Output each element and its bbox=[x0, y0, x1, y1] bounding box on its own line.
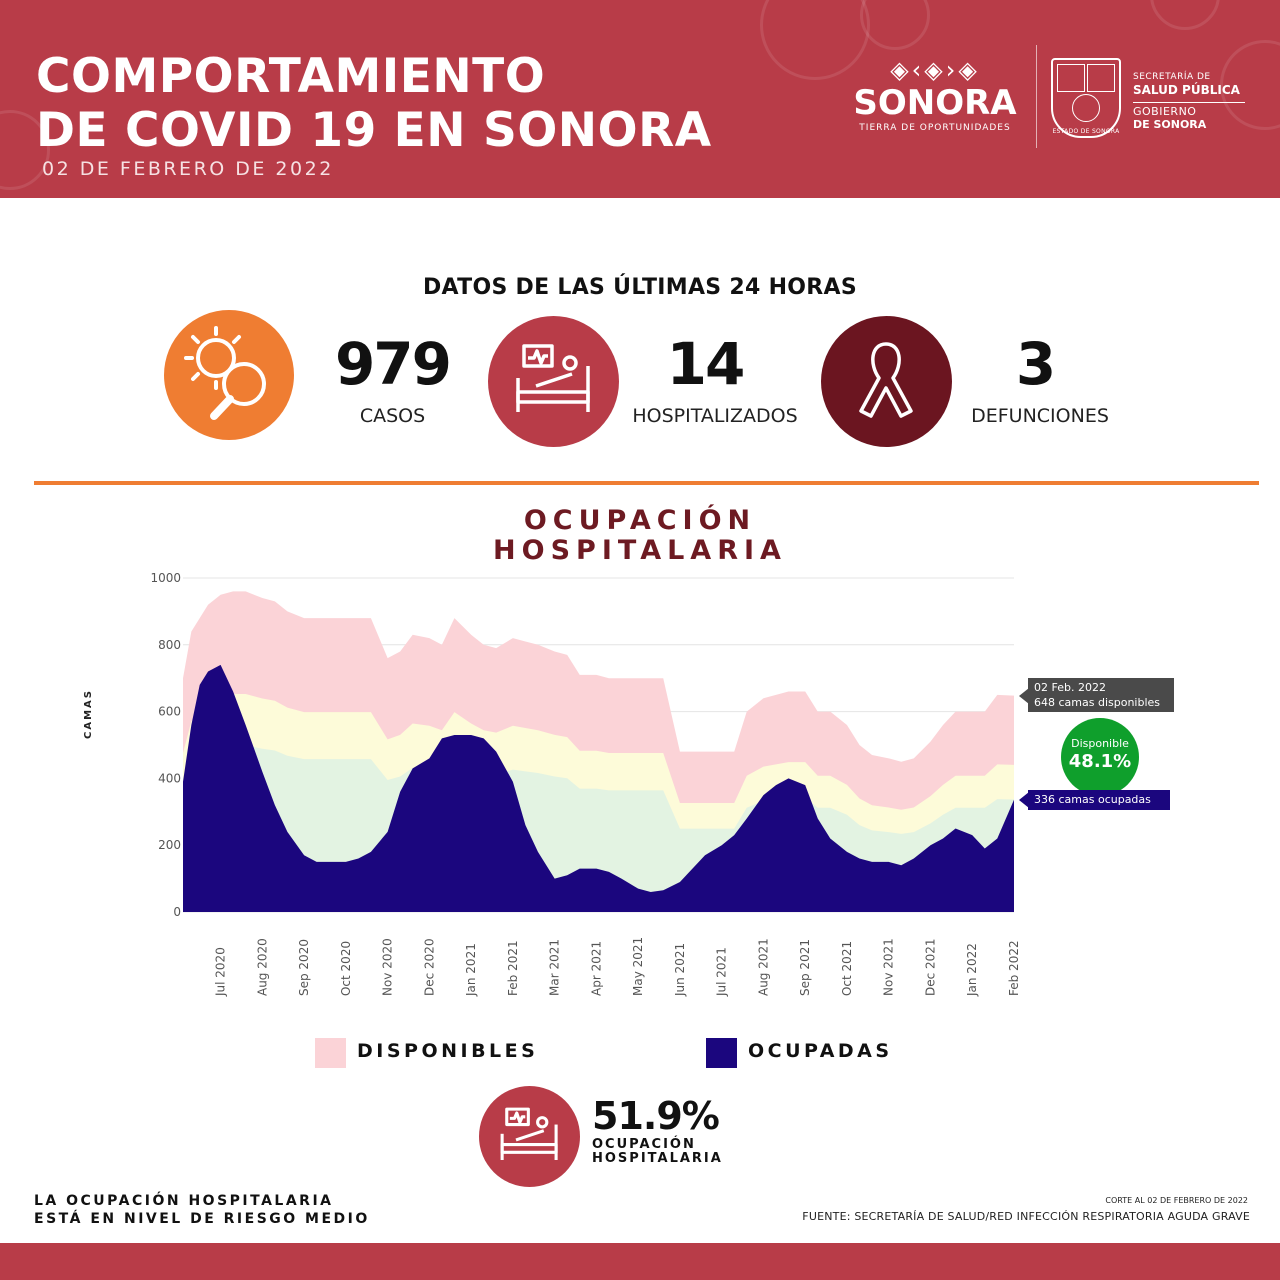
sonora-wordmark: SONORA bbox=[853, 83, 1017, 123]
source-note: FUENTE: SECRETARÍA DE SALUD/RED INFECCIÓ… bbox=[802, 1210, 1250, 1223]
disponible-badge: Disponible 48.1% bbox=[1061, 718, 1139, 796]
x-tick-label: Jan 2021 bbox=[464, 943, 478, 997]
cutoff-date: CORTE AL 02 DE FEBRERO DE 2022 bbox=[1105, 1196, 1248, 1205]
x-tick-label: Jun 2021 bbox=[673, 943, 687, 997]
deaths-label: DEFUNCIONES bbox=[971, 405, 1109, 427]
y-tick-label: 200 bbox=[158, 838, 181, 852]
x-tick-label: Jul 2020 bbox=[214, 947, 228, 997]
hospital-occupancy-chart: 0 200 400 600 800 1000 Jul 2020 Aug 2020 Sep 20… bbox=[150, 571, 1021, 997]
cases-label: CASOS bbox=[359, 405, 426, 427]
x-tick-label: Dec 2020 bbox=[422, 938, 436, 996]
section-divider bbox=[34, 481, 1259, 485]
y-tick-label: 800 bbox=[158, 638, 181, 652]
legend-label-ocupadas: OCUPADAS bbox=[748, 1040, 893, 1062]
page-title: COMPORTAMIENTO DE COVID 19 EN SONORA bbox=[36, 49, 712, 158]
tooltip-disponibles: 02 Feb. 2022 648 camas disponibles bbox=[1028, 678, 1174, 712]
y-axis-label: CAMAS bbox=[83, 689, 94, 739]
chart-title: OCUPACIÓN HOSPITALARIA bbox=[0, 506, 1280, 566]
tooltip-ocupadas: 336 camas ocupadas bbox=[1028, 790, 1170, 810]
ribbon-icon bbox=[859, 342, 913, 418]
cases-value: 979 bbox=[334, 330, 452, 398]
x-tick-label: Mar 2021 bbox=[548, 939, 562, 996]
deaths-circle bbox=[821, 316, 952, 447]
report-date: 02 DE FEBRERO DE 2022 bbox=[42, 158, 334, 180]
x-tick-label: Feb 2021 bbox=[506, 940, 520, 996]
sonora-tagline: TIERRA DE OPORTUNIDADES bbox=[859, 123, 1011, 133]
x-tick-label: Dec 2021 bbox=[923, 938, 937, 996]
header-banner: COMPORTAMIENTO DE COVID 19 EN SONORA 02 … bbox=[0, 0, 1280, 198]
occupancy-label: OCUPACIÓN HOSPITALARIA bbox=[592, 1137, 723, 1166]
x-tick-label: Aug 2020 bbox=[255, 938, 269, 996]
virus-decoration bbox=[860, 0, 930, 50]
y-axis-ticks: 0 200 400 600 800 1000 bbox=[150, 571, 181, 919]
virus-magnifier-icon bbox=[184, 326, 266, 420]
section-24h-title: DATOS DE LAS ÚLTIMAS 24 HORAS bbox=[422, 275, 858, 300]
x-tick-label: Oct 2020 bbox=[339, 941, 353, 996]
logo-divider bbox=[1036, 45, 1037, 148]
x-tick-label: Sep 2021 bbox=[798, 939, 812, 996]
x-tick-label: Oct 2021 bbox=[840, 941, 854, 996]
sonora-logo: ◈‹◈›◈ SONORA TIERRA DE OPORTUNIDADES bbox=[845, 55, 1025, 145]
x-tick-label: Jul 2021 bbox=[715, 947, 729, 997]
x-tick-label: Feb 2022 bbox=[1007, 940, 1021, 996]
chart-title-text: OCUPACIÓN HOSPITALARIA bbox=[493, 505, 787, 566]
tooltip-arrow bbox=[1019, 688, 1029, 704]
shield-caption: ESTADO DE SONORA bbox=[1052, 128, 1120, 135]
hospitalized-value: 14 bbox=[666, 330, 746, 398]
state-shield-icon bbox=[1051, 58, 1121, 138]
x-tick-label: May 2021 bbox=[631, 937, 645, 996]
sonora-pattern-icon: ◈‹◈›◈ bbox=[890, 56, 980, 84]
occupancy-circle bbox=[479, 1086, 580, 1187]
x-tick-label: Apr 2021 bbox=[589, 941, 603, 996]
occupancy-percentage: 51.9% bbox=[592, 1094, 720, 1138]
deaths-value: 3 bbox=[1015, 330, 1056, 398]
secretaria-salud-logo: SECRETARÍA DE SALUD PÚBLICA GOBIERNO DE … bbox=[1133, 72, 1245, 131]
y-tick-label: 400 bbox=[158, 771, 181, 785]
x-axis-ticks: Jul 2020 Aug 2020 Sep 2020 Oct 2020 Nov 2020… bbox=[214, 937, 1021, 997]
x-tick-label: Sep 2020 bbox=[297, 939, 311, 996]
y-tick-label: 1000 bbox=[150, 571, 181, 585]
y-tick-label: 0 bbox=[173, 905, 181, 919]
x-tick-label: Jan 2022 bbox=[965, 943, 979, 997]
tooltip-arrow bbox=[1019, 792, 1029, 808]
risk-level-text: LA OCUPACIÓN HOSPITALARIA ESTÁ EN NIVEL … bbox=[34, 1193, 370, 1227]
series-ocupadas-area bbox=[183, 664, 1014, 912]
x-tick-label: Nov 2021 bbox=[882, 938, 896, 996]
hospitalized-circle bbox=[488, 316, 619, 447]
legend-swatch-disponibles bbox=[315, 1038, 346, 1068]
hospitalized-label: HOSPITALIZADOS bbox=[632, 405, 798, 427]
footer-band bbox=[0, 1243, 1280, 1280]
hospital-bed-icon bbox=[516, 344, 590, 412]
chart-areas bbox=[183, 591, 1014, 912]
x-tick-label: Nov 2020 bbox=[381, 938, 395, 996]
legend-swatch-ocupadas bbox=[706, 1038, 737, 1068]
y-tick-label: 600 bbox=[158, 705, 181, 719]
legend-label-disponibles: DISPONIBLES bbox=[357, 1040, 539, 1062]
hospital-bed-icon bbox=[500, 1107, 558, 1161]
virus-decoration bbox=[1150, 0, 1220, 30]
cases-circle bbox=[164, 310, 294, 440]
x-tick-label: Aug 2021 bbox=[756, 938, 770, 996]
